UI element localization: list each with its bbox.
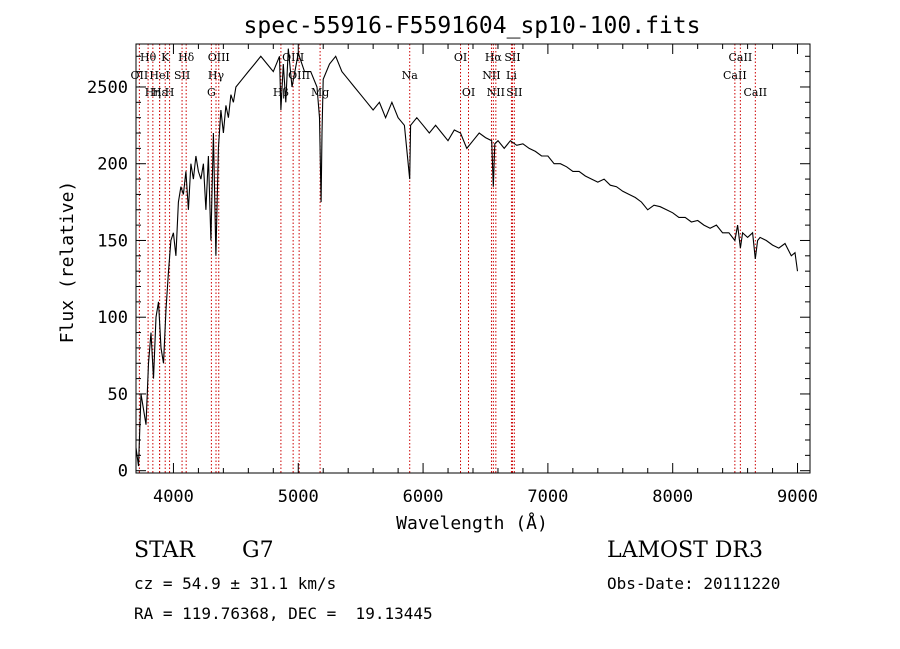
x-tick-label: 5000 [278,487,319,507]
spectral-line-label: Hδ [178,51,195,64]
plot-frame [135,43,811,474]
x-axis-label: Wavelength (Å) [396,512,548,534]
y-tick-label: 2500 [87,78,128,98]
spectral-line-markers [138,44,756,473]
coordinates: RA = 119.76368, DEC = 19.13445 [134,604,433,623]
x-tick-label: 6000 [403,487,444,507]
chart-title: spec-55916-F5591604_sp10-100.fits [244,13,701,39]
spectrum-line [135,48,799,467]
spectral-line-label: OI [454,51,467,64]
x-tick-label: 9000 [777,487,818,507]
spectral-line-label: Li [506,69,517,82]
y-axis-label: Flux (relative) [57,181,78,344]
spectral-line-label: SII [174,69,190,82]
spectral-line-label: SII [506,86,522,99]
spectral-line-label: Hε [152,86,168,99]
spectral-line-label: H [165,86,175,99]
spectral-line-label: Hθ [140,51,157,64]
spectral-line-label: CaII [743,86,767,99]
redshift-text: cz = 54.9 ± 31.1 km/s [134,574,337,593]
y-tick-label: 0 [118,462,128,482]
y-axis-ticks: 0 50 100 150 200 2500 [87,55,810,482]
spectral-line-label: HeI [149,69,169,82]
x-tick-label: 8000 [652,487,693,507]
y-tick-label: 50 [108,385,128,405]
object-subclass: G7 [242,538,274,563]
spectral-line-label: Hα [485,51,503,64]
spectral-line-label: OI [462,86,475,99]
spectral-line-label: CaII [723,69,747,82]
spectral-line-label: CaII [729,51,753,64]
object-class: STAR [134,538,195,563]
spectral-line-label: OIII [208,51,230,64]
y-tick-label: 150 [97,231,128,251]
spectral-line-label: NII [482,69,500,82]
spectral-line-label: G [207,86,216,99]
obs-date: Obs-Date: 20111220 [607,574,781,593]
survey-name: LAMOST DR3 [607,538,763,563]
spectral-line-label: OII [131,69,149,82]
spectral-line-label: Na [402,69,419,82]
y-tick-label: 100 [97,308,128,328]
spectral-line-label: Mg [311,86,329,99]
spectral-line-label: Hγ [208,69,225,82]
spectral-line-label: Hη [145,86,161,99]
spectral-line-label: NII [487,86,505,99]
spectral-line-label: K [161,51,170,64]
x-tick-label: 4000 [153,487,194,507]
y-tick-label: 200 [97,155,128,175]
spectral-line-label: SII [504,51,520,64]
x-axis-ticks: 4000 5000 6000 7000 8000 9000 [153,44,818,507]
x-tick-label: 7000 [527,487,568,507]
